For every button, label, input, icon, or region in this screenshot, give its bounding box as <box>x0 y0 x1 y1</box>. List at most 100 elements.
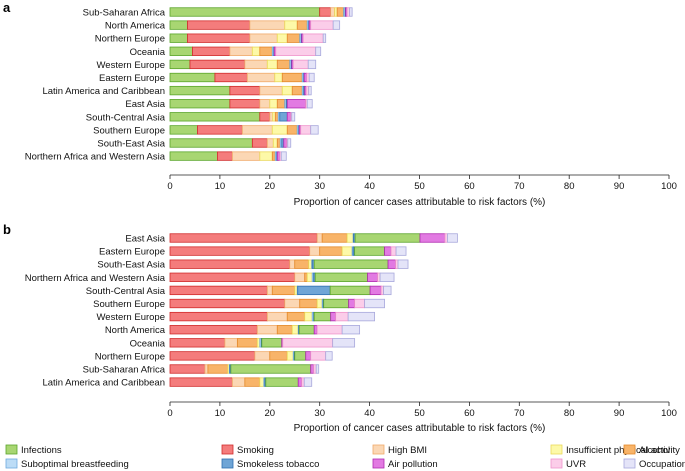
panel-b-row-sub-saharan-africa: Sub-Saharan Africa <box>83 364 320 376</box>
panel-b-bar-south-central-asia-alcohol <box>271 285 296 296</box>
panel-a-bar-east-asia-alcohol <box>276 99 286 109</box>
panel-b-bar-latin-america-and-caribbean-alcohol <box>244 377 261 387</box>
panel-b-bar-south-east-asia-alcohol <box>294 259 310 269</box>
legend-label-high_bmi: High BMI <box>388 445 427 456</box>
panel-a-bar-sub-saharan-africa-infections <box>169 7 321 17</box>
panel-b-row-oceania: Oceania <box>130 338 356 349</box>
panel-b-bar-east-asia-high_bmi <box>316 233 323 243</box>
panel-a-row-east-asia: East Asia <box>125 99 313 110</box>
panel-b-row-southern-europe: Southern Europe <box>93 298 385 310</box>
panel-b-bar-northern-africa-and-western-asia-occupational <box>379 272 395 282</box>
panel-b-bar-sub-saharan-africa-air_pollution <box>310 364 315 374</box>
panel-a-bar-latin-america-and-caribbean-smoking <box>229 85 261 96</box>
panel-b-bar-south-central-asia-occupational <box>383 285 392 296</box>
panel-a-bar-north-america-infections <box>169 20 188 30</box>
panel-a-bar-northern-europe-smoking <box>187 33 251 43</box>
panel-b-x-tick-label-20: 20 <box>265 408 276 419</box>
panel-b-bar-northern-europe-occupational <box>325 351 333 361</box>
panel-b-x-tick-label-0: 0 <box>167 408 172 419</box>
panel-a-bar-oceania-insufficient_activity <box>251 46 261 56</box>
panel-b-bar-north-america-occupational <box>341 325 361 335</box>
panel-b-x-tick-label-30: 30 <box>314 408 325 419</box>
legend-item-infections: Infections <box>5 444 62 456</box>
panel-b-letter: b <box>3 222 11 237</box>
panel-b-bar-latin-america-and-caribbean-occupational <box>303 377 313 387</box>
panel-b-x-tick-label-60: 60 <box>464 408 475 419</box>
panel-b-bar-northern-europe-infections <box>294 351 307 361</box>
panel-a-bar-latin-america-and-caribbean-infections <box>169 85 231 96</box>
panel-b-bar-sub-saharan-africa-smoking <box>169 364 206 374</box>
panel-b-bar-eastern-europe-infections <box>354 246 385 256</box>
panel-b-label-northern-europe: Northern Europe <box>95 351 165 362</box>
panel-b-bar-south-central-asia-smoking <box>169 285 268 296</box>
legend-label-insufficient_activity: Insufficient physical activity <box>566 445 680 456</box>
panel-a-bar-northern-africa-and-western-asia-insufficient_activity <box>259 151 273 161</box>
panel-b-bar-south-central-asia-smokeless <box>297 285 331 296</box>
legend-swatch-high_bmi <box>372 444 385 455</box>
panel-a-bar-western-europe-infections <box>169 59 191 70</box>
panel-a-bar-southern-europe-insufficient_activity <box>271 125 288 135</box>
panel-a-label-eastern-europe: Eastern Europe <box>99 73 165 84</box>
panel-a-row-sub-saharan-africa: Sub-Saharan Africa <box>83 7 353 19</box>
panel-a-row-latin-america-and-caribbean: Latin America and Caribbean <box>42 85 312 97</box>
legend-swatch-uvr <box>550 458 563 469</box>
panel-b-bar-northern-africa-and-western-asia-smoking <box>169 272 296 282</box>
panel-a-bar-north-america-smoking <box>187 20 251 30</box>
panel-b-bar-oceania-smoking <box>169 338 226 348</box>
panel-a-bar-northern-europe-uvr <box>302 33 324 43</box>
panel-b-bar-south-central-asia-high_bmi <box>266 285 273 296</box>
panel-b-x-tick-label-50: 50 <box>414 408 425 419</box>
panel-a-bar-southern-europe-uvr <box>300 125 312 135</box>
legend-item-high_bmi: High BMI <box>372 444 427 456</box>
panel-a-bar-north-america-high_bmi <box>249 20 286 30</box>
panel-a-bar-western-europe-high_bmi <box>244 59 268 70</box>
panel-a-bar-southern-europe-alcohol <box>286 125 298 135</box>
panel-a-bar-southern-europe-smoking <box>197 125 243 135</box>
panel-a-bar-southern-europe-occupational <box>310 125 319 135</box>
legend-label-air_pollution: Air pollution <box>388 459 438 470</box>
panel-b-x-tick-label-100: 100 <box>661 408 677 419</box>
panel-a-label-south-east-asia: South-East Asia <box>97 139 165 150</box>
legend-item-air_pollution: Air pollution <box>372 458 438 470</box>
panel-a-label-northern-europe: Northern Europe <box>95 34 165 45</box>
panel-b-bar-southern-europe-occupational <box>364 298 385 309</box>
panel-b-bar-western-europe-uvr <box>335 311 349 322</box>
panel-b-bar-western-europe-alcohol <box>286 311 306 322</box>
panel-a-bar-northern-europe-alcohol <box>286 33 301 43</box>
panel-a-bar-eastern-europe-infections <box>169 72 216 83</box>
panel-a-bar-east-asia-insufficient_activity <box>269 99 278 109</box>
panel-b-bar-north-america-air_pollution <box>313 325 318 335</box>
panel-b-bar-southern-europe-air_pollution <box>348 298 356 309</box>
panel-b-bar-eastern-europe-insufficient_activity <box>341 246 353 256</box>
panel-b-chart: East Asia Eastern Europe South-East Asia No… <box>25 233 677 434</box>
panel-b-label-south-east-asia: South-East Asia <box>97 260 165 271</box>
panel-a-x-tick-label-60: 60 <box>464 181 475 192</box>
panel-a-bar-northern-africa-and-western-asia-high_bmi <box>231 151 261 161</box>
panel-b-bar-eastern-europe-high_bmi <box>309 246 321 256</box>
panel-a-bar-western-europe-occupational <box>307 59 317 70</box>
panel-a-bar-east-asia-air_pollution <box>286 99 307 109</box>
panel-b-bar-western-europe-occupational <box>347 311 375 322</box>
panel-a-bar-east-asia-high_bmi <box>259 99 271 109</box>
panel-b-bar-south-east-asia-high_bmi <box>289 259 296 269</box>
panel-b-row-latin-america-and-caribbean: Latin America and Caribbean <box>42 377 313 389</box>
panel-b-bar-eastern-europe-alcohol <box>319 246 343 256</box>
panel-a-x-tick-label-20: 20 <box>265 181 276 192</box>
panel-a-bar-sub-saharan-africa-high_bmi <box>330 7 336 17</box>
panel-a-bar-south-central-asia-occupational <box>291 112 296 122</box>
panel-b-bar-southern-europe-infections <box>323 298 350 309</box>
panel-a-bar-eastern-europe-occupational <box>308 72 315 83</box>
panel-a-bar-western-europe-uvr <box>292 59 309 70</box>
panel-b-bar-northern-africa-and-western-asia-air_pollution <box>367 272 378 282</box>
panel-a-bar-oceania-uvr <box>275 46 317 56</box>
panel-b-bar-latin-america-and-caribbean-smoking <box>169 377 233 387</box>
panel-b-bar-sub-saharan-africa-alcohol <box>207 364 229 374</box>
panel-b-bar-northern-africa-and-western-asia-high_bmi <box>294 272 306 282</box>
panel-a-bar-eastern-europe-smoking <box>214 72 248 83</box>
panel-a-x-tick-label-100: 100 <box>661 181 677 192</box>
legend: Infections Smoking High BMI Insufficient ph… <box>5 444 685 470</box>
legend-swatch-alcohol <box>623 444 636 455</box>
panel-a-letter: a <box>3 0 11 15</box>
legend-swatch-infections <box>5 444 18 455</box>
